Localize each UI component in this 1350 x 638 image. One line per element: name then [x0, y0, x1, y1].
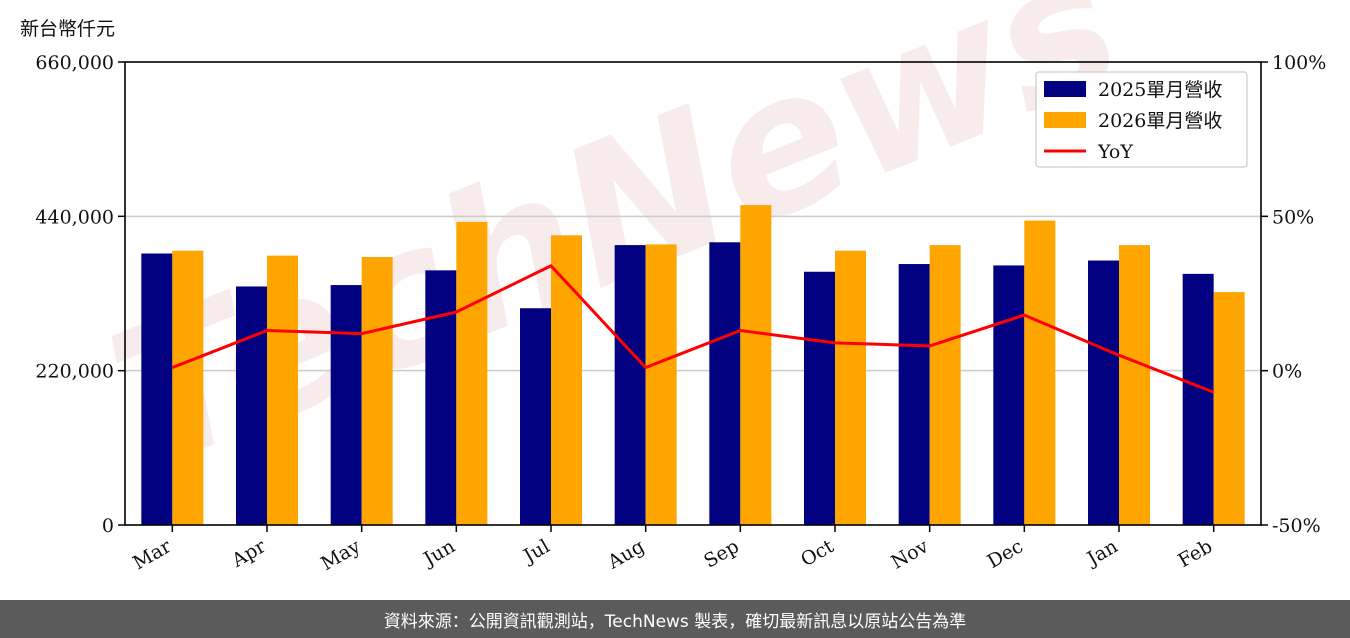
legend-box	[1035, 71, 1248, 168]
bar-2025-nov	[898, 264, 930, 525]
bar-2026-jan	[1119, 245, 1150, 525]
x-tick-label-jun: Jun	[418, 535, 459, 571]
bar-2025-sep	[709, 242, 741, 525]
legend-label: YoY	[1097, 141, 1133, 163]
left-tick-label: 660,000	[35, 52, 114, 74]
x-tick-label-aug: Aug	[603, 535, 648, 574]
legend-label: 2026單月營收	[1098, 110, 1222, 132]
legend-swatch	[1044, 81, 1086, 97]
x-tick-label-jul: Jul	[518, 535, 553, 568]
left-tick-label: 220,000	[35, 361, 114, 383]
right-tick-label: -50%	[1272, 515, 1321, 537]
x-tick-label-mar: Mar	[129, 535, 175, 574]
bar-2025-jul	[520, 308, 551, 525]
x-tick-label-nov: Nov	[888, 535, 933, 574]
bar-2025-jan	[1088, 260, 1119, 525]
x-tick-label-sep: Sep	[700, 535, 743, 572]
bar-2025-dec	[993, 265, 1025, 525]
x-tick-label-dec: Dec	[984, 535, 1027, 573]
chart: 新台幣仟元 TechNews 0220,000440,000660,000-50…	[20, 0, 1326, 575]
left-tick-label: 440,000	[35, 206, 114, 228]
bar-2025-feb	[1182, 273, 1214, 525]
bar-2025-jun	[425, 270, 457, 525]
bar-2026-oct	[835, 250, 866, 525]
unit-label: 新台幣仟元	[20, 18, 116, 40]
bar-2026-dec	[1024, 220, 1056, 525]
bar-2026-mar	[172, 250, 204, 525]
bar-2025-may	[330, 285, 362, 525]
right-tick-label: 50%	[1272, 206, 1314, 228]
bar-2026-may	[361, 257, 393, 525]
bar-2026-feb	[1213, 292, 1245, 525]
bar-2025-mar	[141, 253, 173, 525]
x-tick-label-oct: Oct	[797, 535, 838, 571]
bar-2025-apr	[236, 286, 267, 525]
x-tick-label-feb: Feb	[1174, 535, 1216, 572]
x-tick-label-may: May	[317, 535, 364, 575]
bar-2025-oct	[804, 271, 835, 525]
bar-2026-nov	[929, 245, 961, 525]
right-tick-label: 0%	[1272, 361, 1302, 383]
legend-swatch	[1044, 112, 1086, 128]
bar-2026-apr	[267, 255, 298, 526]
x-tick-label-jan: Jan	[1082, 535, 1122, 571]
yoy-line	[171, 264, 1215, 394]
legend-label: 2025單月營收	[1098, 79, 1222, 101]
source-footer: 資料來源：公開資訊觀測站，TechNews 製表，確切最新訊息以原站公告為準	[0, 600, 1350, 638]
bar-2026-jul	[551, 235, 582, 526]
bar-2026-aug	[645, 244, 677, 526]
right-tick-label: 100%	[1272, 52, 1326, 74]
bar-2026-jun	[456, 221, 488, 526]
bar-2025-aug	[614, 245, 646, 525]
chart-canvas: TechNews 0220,000440,000660,000-50%0%50%…	[35, 0, 1326, 575]
left-tick-label: 0	[102, 515, 114, 537]
x-tick-label-apr: Apr	[227, 535, 270, 572]
plot-frame	[124, 61, 1262, 526]
bar-2026-sep	[740, 205, 772, 526]
